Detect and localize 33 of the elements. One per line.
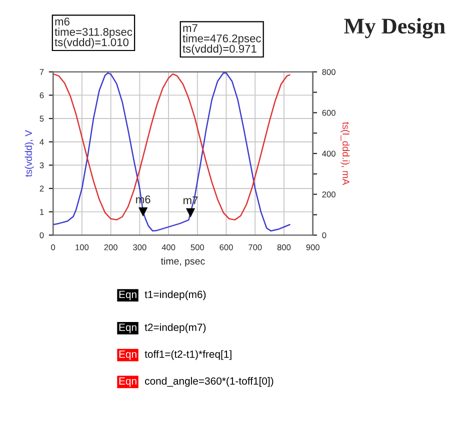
text: m6 time=311.8psec ts(vddd)=1.010 <box>54 18 132 48</box>
text: m7 time=476.2psec ts(vddd)=0.971 <box>182 24 261 55</box>
y-axis-title: ts(vddd), V <box>24 130 34 177</box>
x-tick-label: 800 <box>277 244 291 250</box>
x-tick-label: 300 <box>133 244 146 250</box>
x-tick-label: 600 <box>220 244 233 250</box>
x-tick-label: 900 <box>306 244 320 250</box>
x-tick-label: 700 <box>248 244 262 250</box>
y2-tick-label: 400 <box>322 150 336 157</box>
y2-axis-title: ts(I_ddd.i), mA <box>340 122 350 186</box>
x-tick-label: 400 <box>162 244 176 250</box>
y-tick-label: 0 <box>40 232 44 238</box>
y2-tick-label: 200 <box>322 192 336 198</box>
text: Eqn t1=indep(m6) <box>119 290 206 300</box>
y-tick-label: 4 <box>40 139 44 145</box>
y-tick-label: 2 <box>40 186 44 192</box>
y2-tick-label: 800 <box>322 69 336 75</box>
text: Eqn t2=indep(m7) <box>119 323 206 334</box>
text: Eqn cond_angle=360*(1-toff1[0]) <box>119 377 274 387</box>
y-tick-label: 5 <box>40 116 44 122</box>
text: Eqn toff1=(t2-t1)*freq[1] <box>119 350 232 360</box>
y-tick-label: 1 <box>40 209 44 215</box>
text: My Design <box>344 18 446 38</box>
x-tick-label: 0 <box>51 244 56 250</box>
y-tick-label: 3 <box>40 162 44 168</box>
x-tick-label: 100 <box>76 244 89 250</box>
x-tick-label: 500 <box>190 244 204 250</box>
y2-tick-label: 0 <box>322 232 326 238</box>
y-tick-label: 7 <box>40 69 44 75</box>
x-axis-title: time, psec <box>160 257 205 267</box>
y-tick-label: 6 <box>40 92 44 98</box>
y2-tick-label: 600 <box>322 110 336 116</box>
x-tick-label: 200 <box>104 244 118 250</box>
